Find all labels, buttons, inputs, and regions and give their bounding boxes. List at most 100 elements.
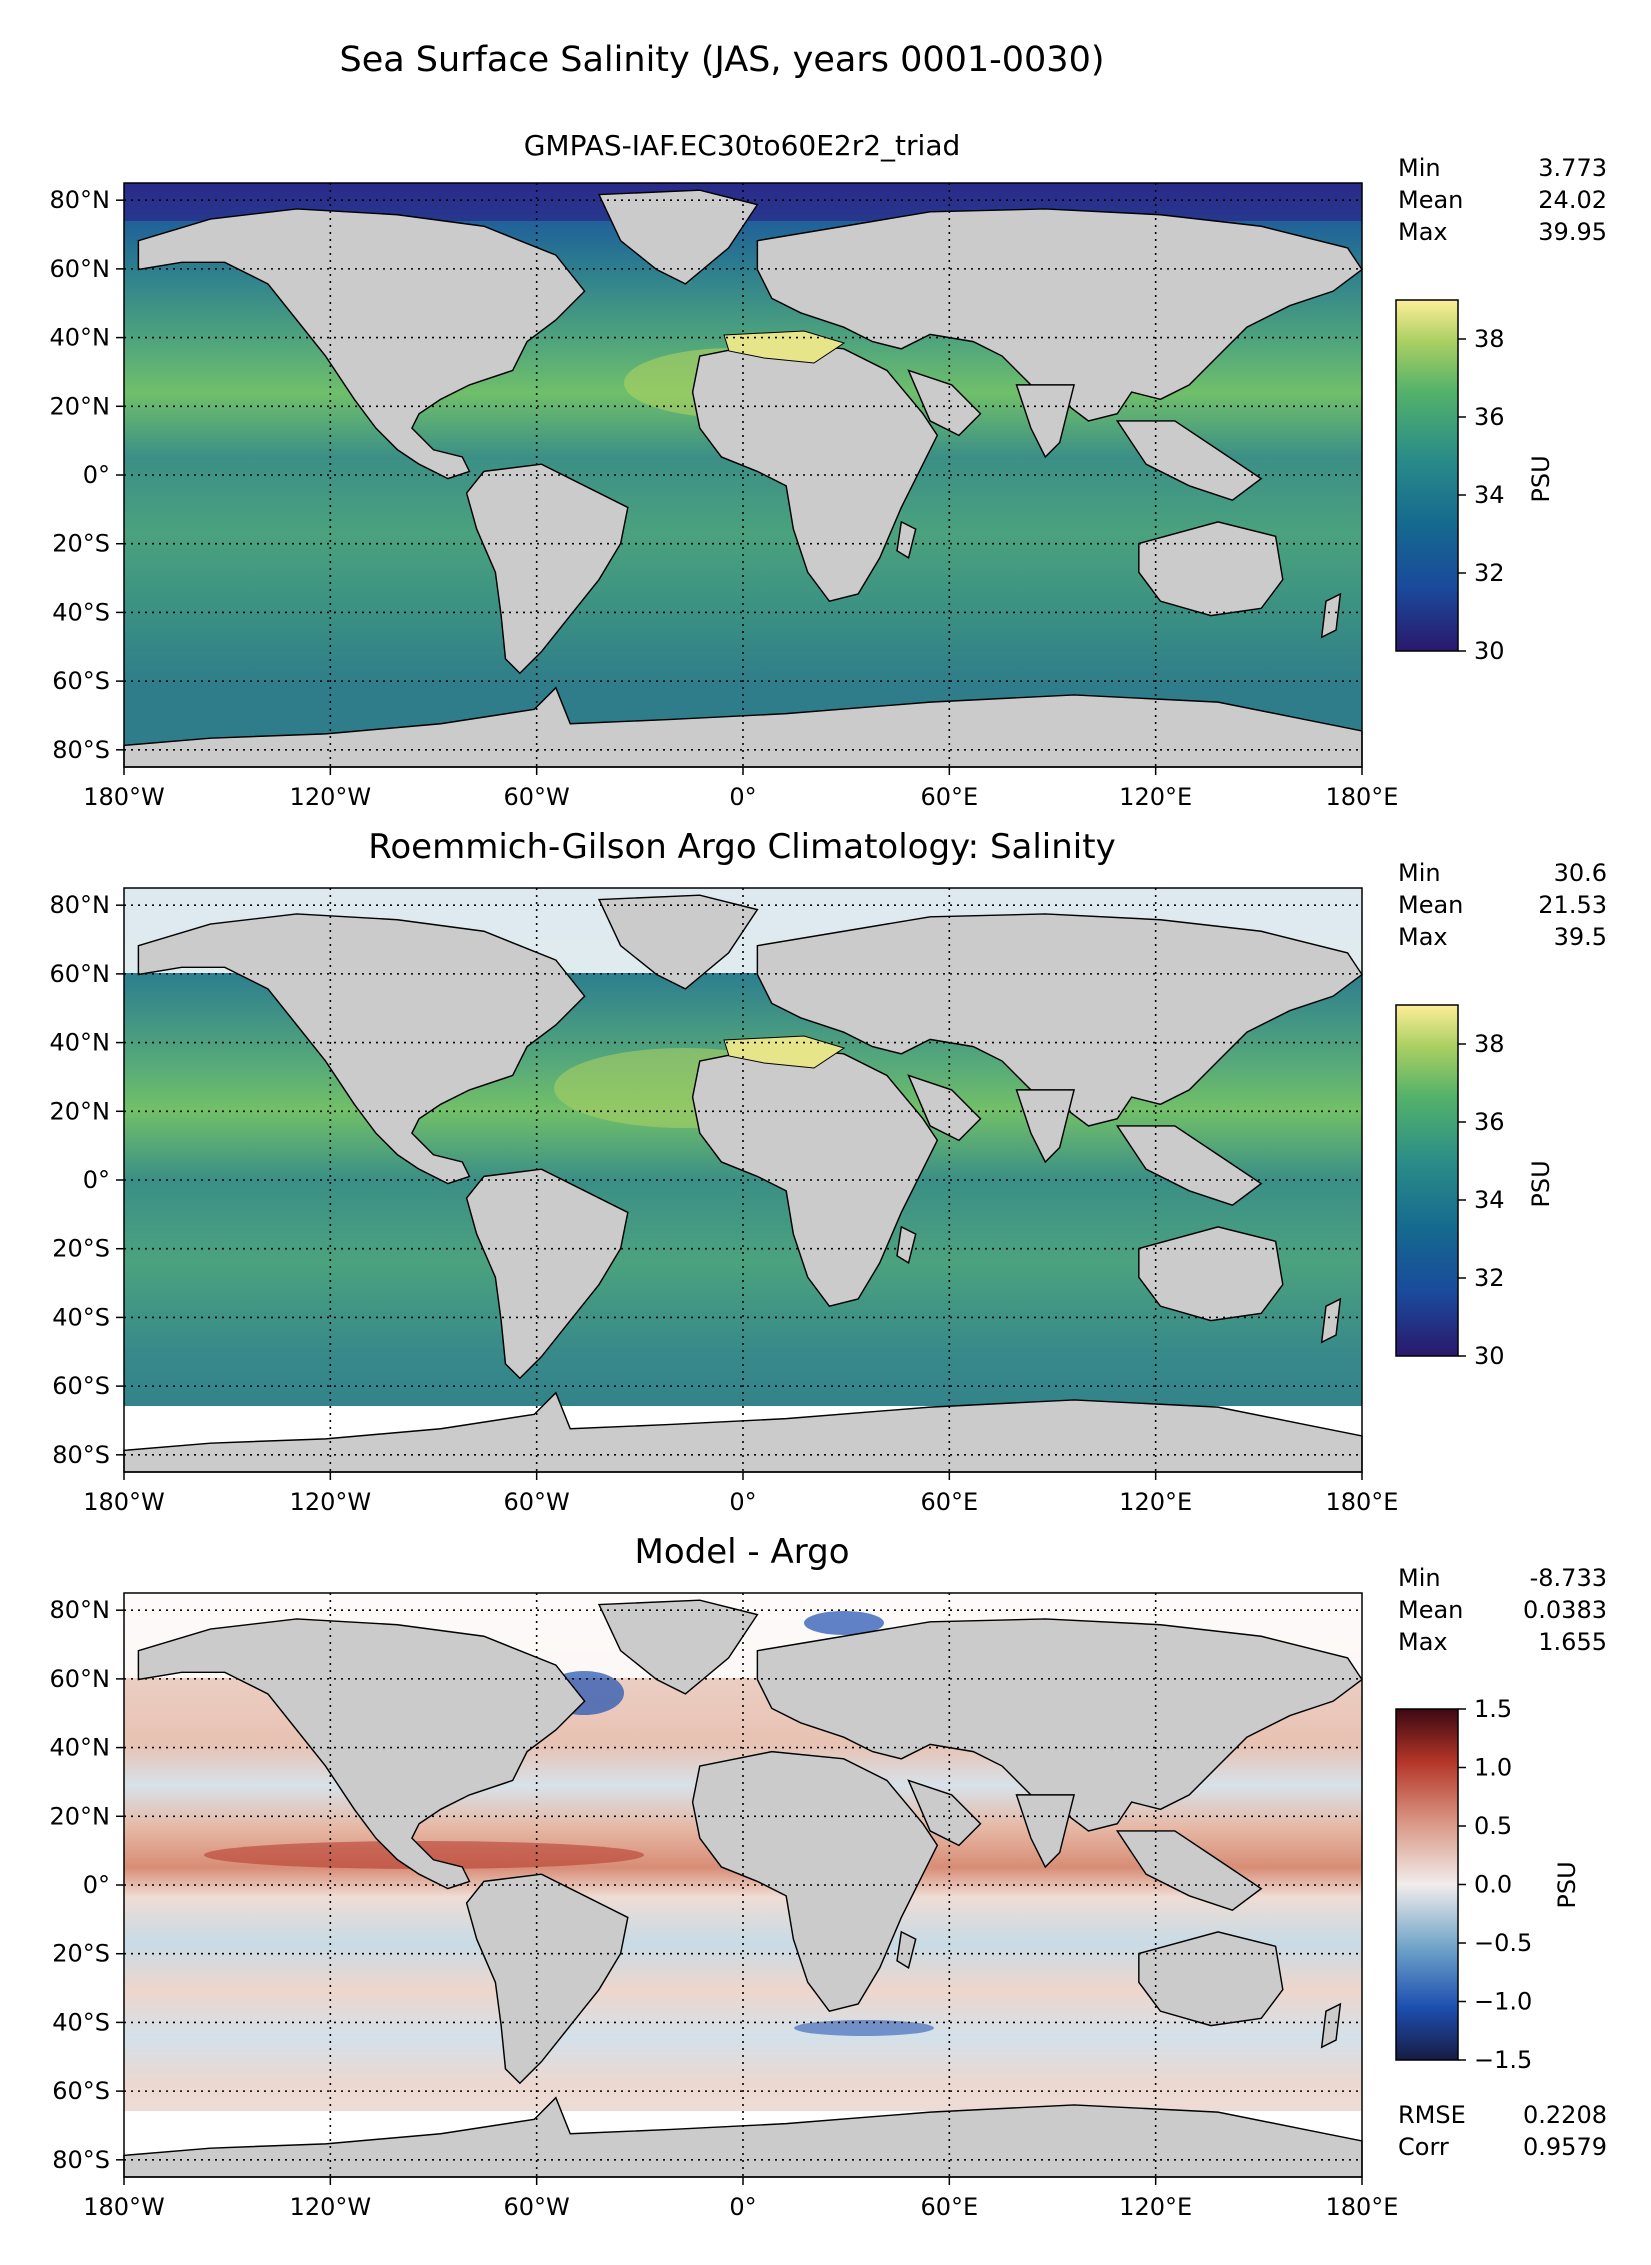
colorbar xyxy=(1395,1708,1459,2061)
map-plot-area xyxy=(123,1592,1363,2178)
y-tick-label: 40°S xyxy=(52,2008,110,2036)
y-tick-label: 20°S xyxy=(52,530,110,558)
y-tick-label: 0° xyxy=(83,1871,110,1899)
y-tick-label: 60°N xyxy=(50,960,111,988)
dynamic-layer: 180°W 120°W 60°W 0° 60°E 120°E 180°E 80°N 60°N 40… xyxy=(50,154,1608,2221)
x-tick-label: 60°W xyxy=(504,2193,570,2221)
stat-value: -8.733 xyxy=(1530,1564,1607,1592)
y-tick-label: 60°S xyxy=(52,2077,110,2105)
y-tick-label: 20°N xyxy=(50,1097,111,1125)
stat-value: 21.53 xyxy=(1538,891,1607,919)
colorbar-tick-label: 1.5 xyxy=(1474,1695,1512,1723)
y-tick-label: 80°S xyxy=(52,736,110,764)
stat-label: Max xyxy=(1398,218,1448,246)
colorbar-tick-label: 38 xyxy=(1474,325,1505,353)
stat-value: 39.5 xyxy=(1554,923,1607,951)
x-tick-label: 60°E xyxy=(920,1488,978,1516)
stat-value: 0.0383 xyxy=(1523,1596,1607,1624)
x-tick-label: 120°E xyxy=(1119,2193,1192,2221)
stat-value: 30.6 xyxy=(1554,859,1607,887)
colorbar-tick-label: −1.0 xyxy=(1474,1988,1532,2016)
x-tick-label: 180°W xyxy=(83,783,165,811)
y-tick-label: 40°N xyxy=(50,324,111,352)
stat-label: Mean xyxy=(1398,186,1463,214)
stat-label: Min xyxy=(1398,859,1441,887)
x-tick-label: 120°E xyxy=(1119,783,1192,811)
panel-title: Model - Argo xyxy=(635,1532,850,1572)
mediterranean-high-salinity xyxy=(723,330,846,364)
colorbar-tick-label: 34 xyxy=(1474,1186,1505,1214)
negative-bias-anomaly xyxy=(804,1611,884,1635)
stat-value: 39.95 xyxy=(1538,218,1607,246)
colorbar-tick-label: −0.5 xyxy=(1474,1929,1532,1957)
y-tick-label: 0° xyxy=(83,461,110,489)
negative-bias-anomaly xyxy=(794,2020,934,2036)
map-plot-area xyxy=(123,887,1363,1473)
colorbar-tick-label: 38 xyxy=(1474,1030,1505,1058)
stat-label: Mean xyxy=(1398,1596,1463,1624)
colorbar-gradient xyxy=(1395,1004,1459,1357)
x-tick-label: 120°W xyxy=(290,1488,372,1516)
y-tick-label: 60°S xyxy=(52,667,110,695)
x-tick-label: 0° xyxy=(729,2193,756,2221)
stat-value: 24.02 xyxy=(1538,186,1607,214)
x-tick-label: 0° xyxy=(729,783,756,811)
y-tick-label: 0° xyxy=(83,1166,110,1194)
colorbar-label: PSU xyxy=(1527,455,1555,502)
stat-value: 3.773 xyxy=(1538,154,1607,182)
stat-value: 0.2208 xyxy=(1523,2101,1607,2129)
stat-label: Min xyxy=(1398,1564,1441,1592)
x-tick-label: 60°W xyxy=(504,783,570,811)
y-tick-label: 80°N xyxy=(50,186,111,214)
y-tick-label: 80°N xyxy=(50,891,111,919)
panel-argo: Roemmich-Gilson Argo Climatology: Salini… xyxy=(123,827,1555,1473)
stat-label: RMSE xyxy=(1398,2101,1466,2129)
y-tick-label: 40°S xyxy=(52,598,110,626)
colorbar-tick-label: −1.5 xyxy=(1474,2046,1532,2074)
panel-diff: Model - Argo PSU xyxy=(123,1532,1581,2178)
y-tick-label: 40°N xyxy=(50,1029,111,1057)
x-tick-label: 120°W xyxy=(290,783,372,811)
colorbar xyxy=(1395,1004,1459,1357)
y-tick-label: 20°N xyxy=(50,1802,111,1830)
y-tick-label: 60°N xyxy=(50,1665,111,1693)
x-tick-label: 60°E xyxy=(920,2193,978,2221)
stat-label: Mean xyxy=(1398,891,1463,919)
y-tick-label: 20°N xyxy=(50,392,111,420)
colorbar-tick-label: 30 xyxy=(1474,637,1505,665)
panel-title: GMPAS-IAF.EC30to60E2r2_triad xyxy=(524,129,961,162)
y-tick-label: 80°S xyxy=(52,2146,110,2174)
x-tick-label: 120°W xyxy=(290,2193,372,2221)
stat-label: Corr xyxy=(1398,2133,1449,2161)
x-tick-label: 120°E xyxy=(1119,1488,1192,1516)
map-plot-area xyxy=(123,182,1363,768)
colorbar-label: PSU xyxy=(1527,1160,1555,1207)
panel-model: GMPAS-IAF.EC30to60E2r2_triad xyxy=(123,129,1459,768)
stat-label: Max xyxy=(1398,923,1448,951)
x-tick-label: 60°E xyxy=(920,783,978,811)
x-tick-label: 60°W xyxy=(504,1488,570,1516)
y-tick-label: 60°N xyxy=(50,255,111,283)
panel-title: Roemmich-Gilson Argo Climatology: Salini… xyxy=(368,827,1115,867)
colorbar-tick-label: 32 xyxy=(1474,559,1505,587)
stat-label: Min xyxy=(1398,154,1441,182)
stat-label: Max xyxy=(1398,1628,1448,1656)
colorbar-tick-label: 0.5 xyxy=(1474,1812,1512,1840)
colorbar-tick-label: 36 xyxy=(1474,1108,1505,1136)
x-tick-label: 180°E xyxy=(1326,1488,1399,1516)
x-tick-label: 0° xyxy=(729,1488,756,1516)
y-tick-label: 60°S xyxy=(52,1372,110,1400)
y-tick-label: 40°S xyxy=(52,1303,110,1331)
colorbar-tick-label: 34 xyxy=(1474,481,1505,509)
x-tick-label: 180°E xyxy=(1326,783,1399,811)
figure-suptitle: Sea Surface Salinity (JAS, years 0001-00… xyxy=(339,40,1104,80)
y-tick-label: 20°S xyxy=(52,1235,110,1263)
colorbar-tick-label: 1.0 xyxy=(1474,1754,1512,1782)
colorbar-tick-label: 32 xyxy=(1474,1264,1505,1292)
colorbar-gradient xyxy=(1395,299,1459,652)
stat-value: 1.655 xyxy=(1538,1628,1607,1656)
x-tick-label: 180°E xyxy=(1326,2193,1399,2221)
colorbar-tick-label: 36 xyxy=(1474,403,1505,431)
colorbar-tick-label: 0.0 xyxy=(1474,1871,1512,1899)
